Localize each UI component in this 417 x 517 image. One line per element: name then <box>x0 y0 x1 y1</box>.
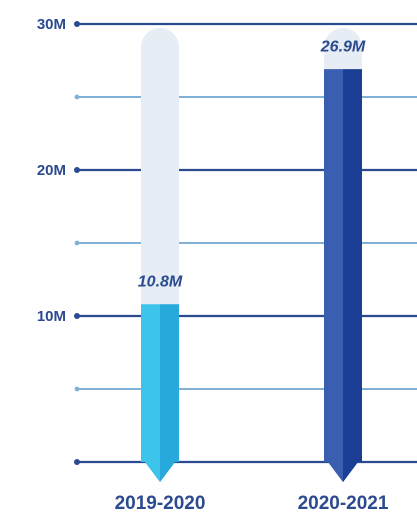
bar-body-left <box>324 69 343 462</box>
tick-dot <box>74 167 80 173</box>
tick-dot <box>74 459 80 465</box>
bar-tip-right <box>160 462 175 482</box>
bar-tip-left <box>328 462 343 482</box>
bars <box>141 69 362 482</box>
tick-dot <box>74 21 80 27</box>
x-category-label: 2019-2020 <box>115 493 206 514</box>
bar-tip-right <box>343 462 358 482</box>
labels: 10M 20M 30M 10.8M 2019-2020 26.9M 2020-2021 <box>37 16 389 514</box>
tick-dot <box>74 386 80 392</box>
y-tick-label: 20M <box>37 162 66 179</box>
y-tick-label: 30M <box>37 16 66 33</box>
bar-body-right <box>343 69 362 462</box>
value-label: 10.8M <box>138 273 183 290</box>
bar-body-left <box>141 304 160 462</box>
bar-tip-left <box>145 462 160 482</box>
bar-body-right <box>160 304 179 462</box>
tick-dot <box>74 313 80 319</box>
value-label: 26.9M <box>320 38 366 55</box>
tick-dot <box>74 240 80 246</box>
y-tick-label: 10M <box>37 308 66 325</box>
tick-dot <box>74 94 80 100</box>
grid-lines <box>74 21 417 465</box>
x-category-label: 2020-2021 <box>298 493 389 514</box>
